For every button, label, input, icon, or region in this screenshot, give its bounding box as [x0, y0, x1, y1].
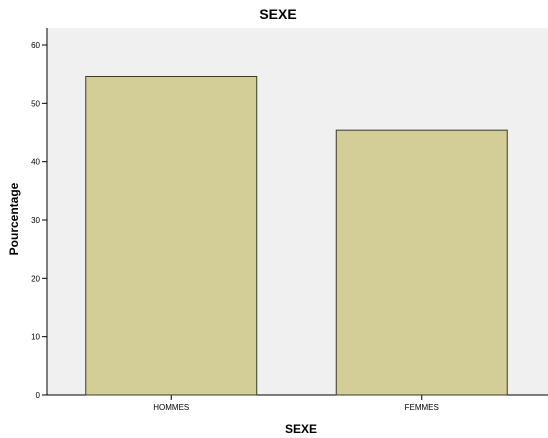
bars — [85, 76, 508, 396]
x-axis-label: SEXE — [285, 422, 317, 436]
bar-hommes — [85, 76, 258, 396]
y-tick-label: 60 — [31, 41, 40, 50]
y-tick-label: 30 — [31, 216, 40, 225]
y-tick-label: 10 — [31, 333, 40, 342]
y-axis: 0 10 20 30 40 50 60 — [31, 28, 48, 400]
y-axis-label: Pourcentage — [7, 182, 21, 255]
y-tick-label: 20 — [31, 274, 40, 283]
x-tick-label: FEMMES — [405, 403, 439, 412]
y-tick-label: 0 — [36, 391, 41, 400]
chart-title: SEXE — [259, 6, 296, 22]
bar-femmes — [335, 129, 508, 396]
y-tick-label: 50 — [31, 99, 40, 108]
x-axis: HOMMES FEMMES — [47, 394, 548, 412]
x-tick-label: HOMMES — [153, 403, 189, 412]
y-tick-label: 40 — [31, 158, 40, 167]
